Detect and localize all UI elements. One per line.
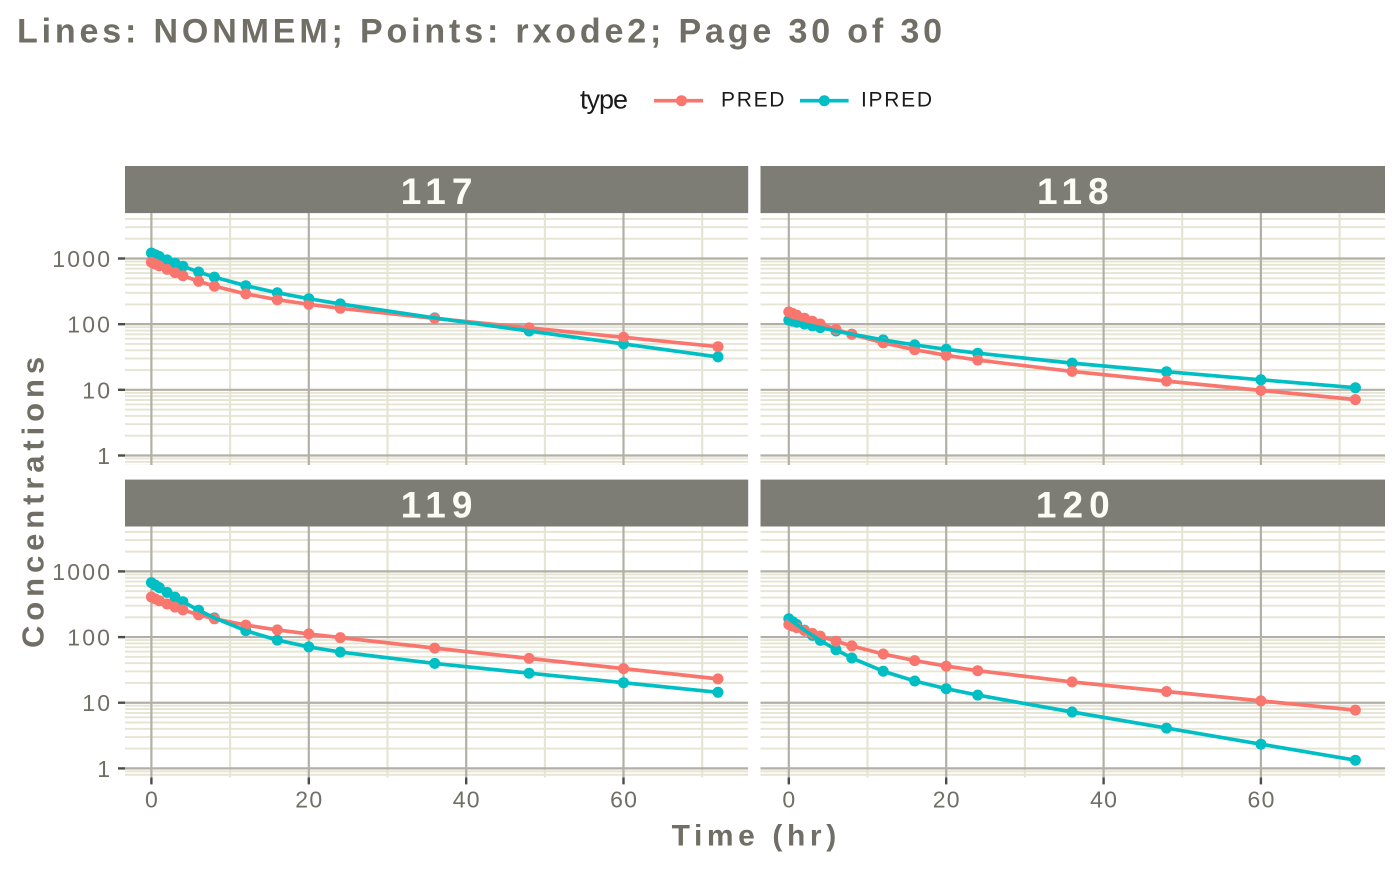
svg-text:40: 40 (453, 787, 481, 813)
svg-text:0: 0 (782, 787, 796, 813)
svg-text:1: 1 (97, 443, 112, 469)
svg-text:118: 118 (1037, 171, 1115, 212)
svg-text:1000: 1000 (52, 246, 112, 272)
svg-text:Time (hr): Time (hr) (672, 820, 841, 853)
svg-text:1: 1 (97, 756, 112, 782)
svg-text:IPRED: IPRED (861, 89, 934, 112)
svg-text:20: 20 (933, 787, 961, 813)
svg-text:120: 120 (1036, 485, 1116, 526)
svg-text:40: 40 (1090, 787, 1118, 813)
svg-text:100: 100 (67, 312, 112, 338)
svg-text:Lines: NONMEM; Points: rxode2;: Lines: NONMEM; Points: rxode2; Page 30 o… (17, 12, 946, 50)
svg-text:100: 100 (67, 625, 112, 651)
svg-text:20: 20 (295, 787, 323, 813)
svg-text:60: 60 (1248, 787, 1276, 813)
svg-text:Concentrations: Concentrations (16, 352, 51, 648)
svg-text:10: 10 (82, 377, 112, 403)
svg-text:0: 0 (145, 787, 159, 813)
svg-text:1000: 1000 (52, 559, 112, 585)
svg-text:PRED: PRED (721, 89, 786, 112)
svg-text:type: type (580, 85, 627, 115)
svg-text:117: 117 (401, 171, 479, 212)
svg-text:119: 119 (401, 485, 479, 526)
svg-text:10: 10 (82, 690, 112, 716)
svg-text:60: 60 (610, 787, 638, 813)
